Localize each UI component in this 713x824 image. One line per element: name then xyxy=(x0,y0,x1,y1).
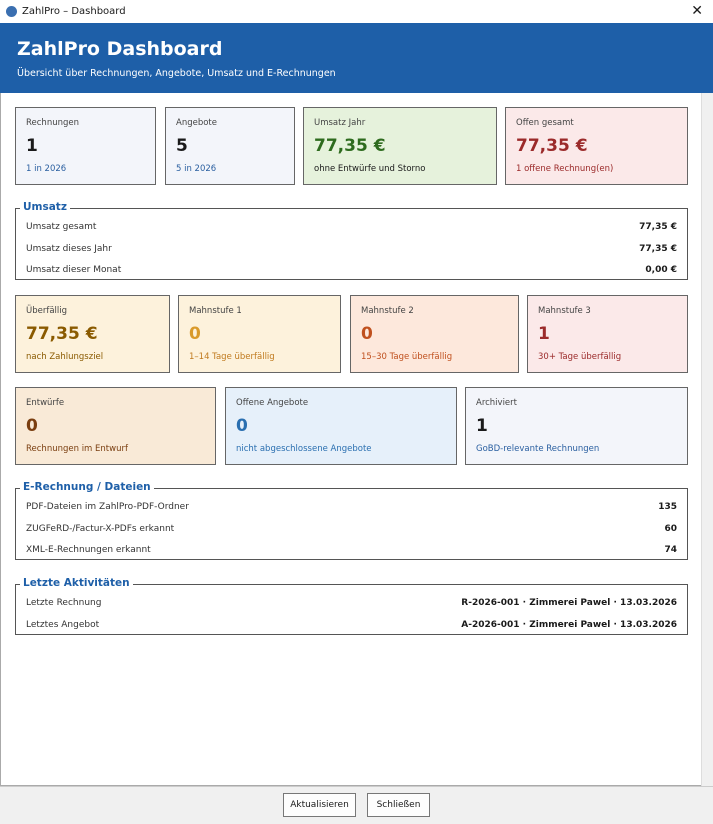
row-value: 77,35 € xyxy=(639,243,677,254)
row-label: Umsatz dieses Jahr xyxy=(26,243,112,254)
card-note: GoBD-relevante Rechnungen xyxy=(476,444,600,454)
group-title: Letzte Aktivitäten xyxy=(20,577,133,589)
stat-card: Überfällig 77,35 € nach Zahlungsziel xyxy=(15,295,170,373)
card-value: 0 xyxy=(189,324,201,344)
row-label: Umsatz gesamt xyxy=(26,222,97,232)
stat-card: Offene Angebote 0 nicht abgeschlossene Ang… xyxy=(225,387,457,465)
card-label: Mahnstufe 3 xyxy=(538,306,591,316)
row-value: 135 xyxy=(658,502,677,512)
group-title: E-Rechnung / Dateien xyxy=(20,481,154,493)
group-box: Letzte Aktivitäten Letzte Rechnung R-2026-… xyxy=(15,577,688,635)
card-value: 0 xyxy=(26,416,38,436)
card-label: Entwürfe xyxy=(26,398,65,408)
stat-card: Entwürfe 0 Rechnungen im Entwurf xyxy=(15,387,216,465)
group-box: Umsatz Umsatz gesamt 77,35 € Umsatz dieses … xyxy=(15,201,688,280)
card-label: Rechnungen xyxy=(26,118,79,128)
card-note: 1 offene Rechnung(en) xyxy=(516,164,614,174)
row-label: ZUGFeRD-/Factur-X-PDFs erkannt xyxy=(26,523,175,534)
card-label: Angebote xyxy=(176,118,217,128)
row-value: 60 xyxy=(664,523,677,534)
card-note: nicht abgeschlossene Angebote xyxy=(236,444,372,454)
group-box: E-Rechnung / Dateien PDF-Dateien im ZahlP… xyxy=(15,481,688,560)
card-label: Umsatz Jahr xyxy=(314,118,366,128)
row-value: 74 xyxy=(664,545,677,555)
card-note: 1–14 Tage überfällig xyxy=(189,352,275,362)
card-label: Offen gesamt xyxy=(516,118,574,128)
card-note: ohne Entwürfe und Storno xyxy=(314,164,426,174)
row-value: 0,00 € xyxy=(645,265,677,275)
card-note: Rechnungen im Entwurf xyxy=(26,444,128,454)
stat-card: Umsatz Jahr 77,35 € ohne Entwürfe und Stor… xyxy=(303,107,497,185)
scrollbar[interactable] xyxy=(701,93,713,786)
title-bar: ZahlPro – Dashboard xyxy=(0,0,713,23)
card-value: 77,35 € xyxy=(516,136,588,156)
card-note: 30+ Tage überfällig xyxy=(538,352,622,362)
card-value: 0 xyxy=(361,324,373,344)
row-value: A-2026-001 · Zimmerei Pawel · 13.03.2026 xyxy=(461,619,677,630)
card-value: 77,35 € xyxy=(26,324,98,344)
row-label: Letzte Rechnung xyxy=(26,598,102,608)
card-value: 1 xyxy=(476,416,488,436)
footer: Aktualisieren Schließen xyxy=(0,786,713,824)
card-note: 1 in 2026 xyxy=(26,164,67,174)
card-value: 1 xyxy=(26,136,38,156)
close-button[interactable]: ✕ xyxy=(691,3,703,19)
row-value: 77,35 € xyxy=(639,222,677,232)
card-label: Archiviert xyxy=(476,398,517,408)
card-value: 1 xyxy=(538,324,550,344)
button[interactable]: Schließen xyxy=(367,793,430,817)
button[interactable]: Aktualisieren xyxy=(283,793,356,817)
card-note: 5 in 2026 xyxy=(176,164,217,174)
card-label: Mahnstufe 1 xyxy=(189,306,242,316)
window-title: ZahlPro – Dashboard xyxy=(22,6,126,17)
card-label: Mahnstufe 2 xyxy=(361,306,414,316)
group-title: Umsatz xyxy=(20,201,70,213)
header: ZahlPro Dashboard Übersicht über Rechnun… xyxy=(0,23,713,93)
card-note: 15–30 Tage überfällig xyxy=(361,352,453,362)
row-label: PDF-Dateien im ZahlPro-PDF-Ordner xyxy=(26,502,189,512)
app-icon xyxy=(6,6,17,17)
row-label: Letztes Angebot xyxy=(26,619,100,630)
stat-card: Archiviert 1 GoBD-relevante Rechnungen xyxy=(465,387,688,465)
card-label: Überfällig xyxy=(26,306,68,316)
stat-card: Mahnstufe 1 0 1–14 Tage überfällig xyxy=(178,295,341,373)
card-value: 0 xyxy=(236,416,248,436)
header-title: ZahlPro Dashboard xyxy=(17,38,223,60)
stat-card: Mahnstufe 3 1 30+ Tage überfällig xyxy=(527,295,688,373)
card-note: nach Zahlungsziel xyxy=(26,352,104,362)
stat-card: Angebote 5 5 in 2026 xyxy=(165,107,295,185)
stat-card: Offen gesamt 77,35 € 1 offene Rechnung(en) xyxy=(505,107,688,185)
header-subtitle: Übersicht über Rechnungen, Angebote, Ums… xyxy=(17,68,336,79)
row-value: R-2026-001 · Zimmerei Pawel · 13.03.2026 xyxy=(461,598,677,608)
stat-card: Mahnstufe 2 0 15–30 Tage überfällig xyxy=(350,295,519,373)
card-value: 77,35 € xyxy=(314,136,386,156)
card-value: 5 xyxy=(176,136,188,156)
row-label: Umsatz dieser Monat xyxy=(26,265,122,275)
row-label: XML-E-Rechnungen erkannt xyxy=(26,545,151,555)
stat-card: Rechnungen 1 1 in 2026 xyxy=(15,107,156,185)
card-label: Offene Angebote xyxy=(236,398,309,408)
